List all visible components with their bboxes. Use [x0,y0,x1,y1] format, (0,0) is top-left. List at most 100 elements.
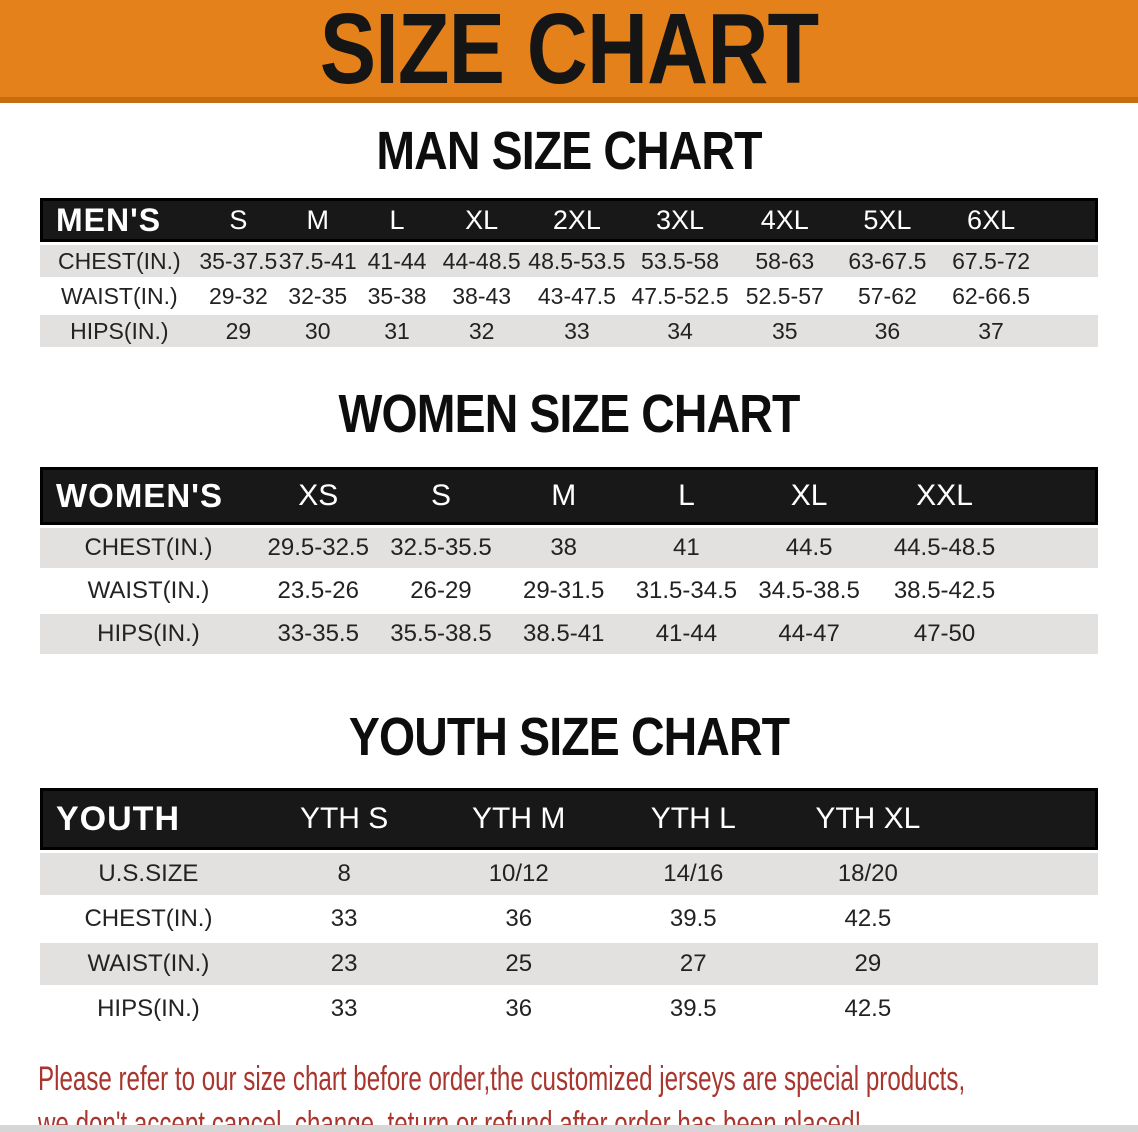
value-cell: 34.5-38.5 [747,571,871,612]
value-cell: 42.5 [780,898,956,941]
size-cell: XS [256,467,380,526]
page-title: SIZE CHART [319,0,819,105]
youth-ussize-row: U.S.SIZE 8 10/12 14/16 18/20 [40,853,1098,896]
row-label: HIPS(IN.) [40,315,199,348]
value-cell: 38-43 [436,280,527,313]
size-cell: M [278,198,358,243]
size-cell: 5XL [836,198,939,243]
youth-header-row: YOUTH YTH S YTH M YTH L YTH XL [40,788,1098,851]
spacer-cell [955,943,1098,986]
value-cell: 62-66.5 [938,280,1044,313]
value-cell: 26-29 [379,571,503,612]
value-cell: 35-38 [357,280,437,313]
men-label: MEN'S [40,198,199,243]
spacer-cell [1018,467,1098,526]
size-cell: S [198,198,279,243]
banner: SIZE CHART [0,0,1138,103]
row-label: WAIST(IN.) [40,571,257,612]
value-cell: 41-44 [357,245,437,278]
spacer-cell [1043,245,1098,278]
row-label: WAIST(IN.) [40,943,257,986]
value-cell: 10/12 [431,853,606,896]
spacer-cell [1043,198,1098,243]
value-cell: 43-47.5 [526,280,628,313]
value-cell: 14/16 [606,853,781,896]
youth-size-table: YOUTH YTH S YTH M YTH L YTH XL U.S.SIZE … [40,785,1098,1033]
size-cell: S [379,467,503,526]
value-cell: 23.5-26 [256,571,380,612]
value-cell: 39.5 [606,988,781,1031]
value-cell: 35 [732,315,837,348]
value-cell: 32.5-35.5 [379,528,503,569]
women-waist-row: WAIST(IN.) 23.5-26 26-29 29-31.5 31.5-34… [40,571,1098,612]
women-section-heading: WOMEN SIZE CHART [338,384,801,445]
value-cell: 33 [256,988,432,1031]
value-cell: 44-48.5 [436,245,527,278]
spacer-cell [955,988,1098,1031]
value-cell: 38 [502,528,626,569]
value-cell: 33 [256,898,432,941]
size-cell: 2XL [526,198,628,243]
value-cell: 42.5 [780,988,956,1031]
value-cell: 35-37.5 [198,245,279,278]
women-header-row: WOMEN'S XS S M L XL XXL [40,467,1098,526]
size-cell: XXL [870,467,1019,526]
size-cell: XL [436,198,527,243]
value-cell: 29 [198,315,279,348]
value-cell: 30 [278,315,358,348]
youth-label: YOUTH [40,788,257,851]
size-cell: 3XL [627,198,733,243]
size-cell: 6XL [938,198,1044,243]
row-label: HIPS(IN.) [40,988,257,1031]
size-cell: XL [747,467,871,526]
value-cell: 29 [780,943,956,986]
spacer-cell [955,898,1098,941]
row-label: U.S.SIZE [40,853,257,896]
value-cell: 48.5-53.5 [526,245,628,278]
value-cell: 31.5-34.5 [625,571,748,612]
spacer-cell [955,853,1098,896]
value-cell: 39.5 [606,898,781,941]
value-cell: 41-44 [625,614,748,655]
man-section-heading: MAN SIZE CHART [376,121,762,181]
value-cell: 33 [526,315,628,348]
value-cell: 18/20 [780,853,956,896]
value-cell: 38.5-41 [502,614,626,655]
value-cell: 44-47 [747,614,871,655]
row-label: CHEST(IN.) [40,898,257,941]
spacer-cell [1043,315,1098,348]
value-cell: 8 [256,853,432,896]
size-cell: M [502,467,626,526]
value-cell: 44.5-48.5 [870,528,1019,569]
size-cell: YTH L [606,788,781,851]
value-cell: 67.5-72 [938,245,1044,278]
row-label: HIPS(IN.) [40,614,257,655]
value-cell: 38.5-42.5 [870,571,1019,612]
row-label: WAIST(IN.) [40,280,199,313]
size-cell: YTH M [431,788,606,851]
disclaimer-line-1: Please refer to our size chart before or… [38,1060,966,1099]
value-cell: 33-35.5 [256,614,380,655]
youth-chest-row: CHEST(IN.) 33 36 39.5 42.5 [40,898,1098,941]
value-cell: 29-32 [198,280,279,313]
value-cell: 36 [836,315,939,348]
value-cell: 25 [431,943,606,986]
row-label: CHEST(IN.) [40,528,257,569]
size-cell: 4XL [732,198,837,243]
value-cell: 37.5-41 [278,245,358,278]
spacer-cell [1018,614,1098,655]
value-cell: 44.5 [747,528,871,569]
value-cell: 32-35 [278,280,358,313]
value-cell: 41 [625,528,748,569]
value-cell: 53.5-58 [627,245,733,278]
value-cell: 29.5-32.5 [256,528,380,569]
value-cell: 57-62 [836,280,939,313]
value-cell: 63-67.5 [836,245,939,278]
men-hips-row: HIPS(IN.) 29 30 31 32 33 34 35 36 37 [40,315,1098,348]
bottom-strip [0,1125,1138,1132]
women-size-table: WOMEN'S XS S M L XL XXL CHEST(IN.) 29.5-… [40,464,1098,657]
value-cell: 29-31.5 [502,571,626,612]
women-label: WOMEN'S [40,467,257,526]
value-cell: 52.5-57 [732,280,837,313]
